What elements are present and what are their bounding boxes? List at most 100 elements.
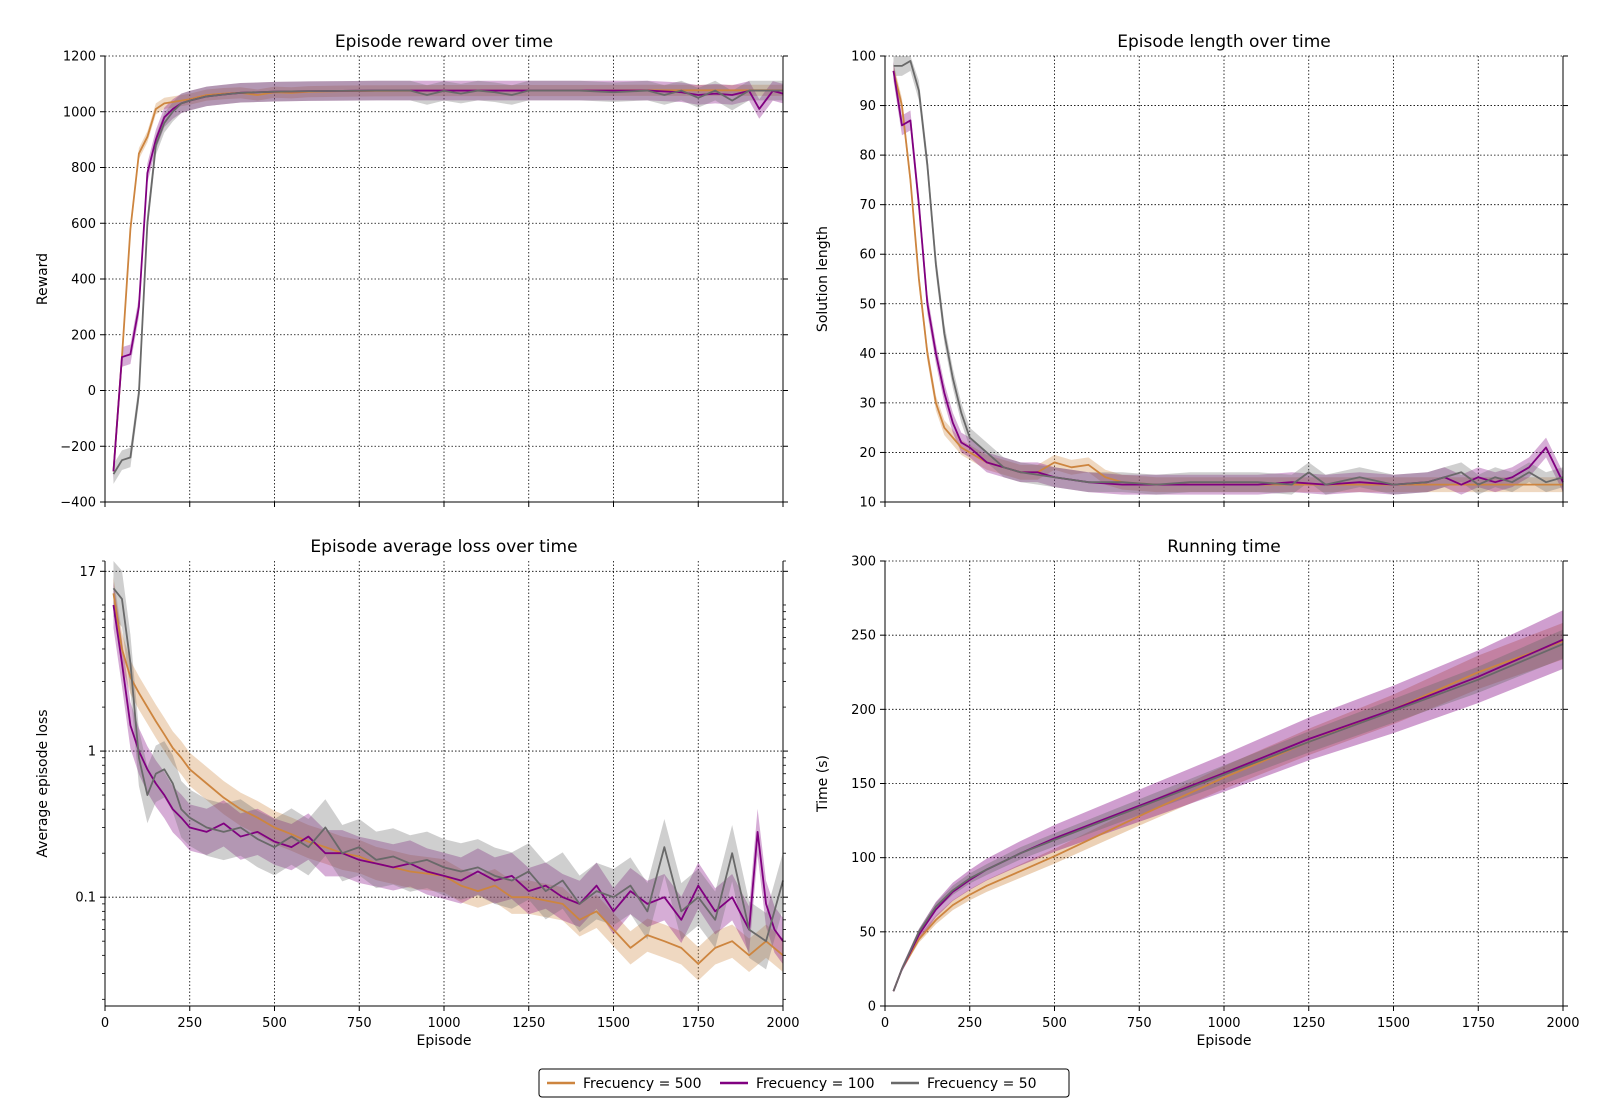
x-tick-label: 1500 [1377,1016,1410,1031]
series-line-freq500 [112,89,783,472]
confidence-band-freq500 [893,63,1563,493]
y-tick-label: 0 [868,1000,876,1015]
legend-item: Frecuency = 50 [891,1076,1037,1092]
x-tick-label: 1750 [682,1016,715,1031]
confidence-band-freq50 [893,56,1563,495]
y-tick-label: 60 [859,248,876,263]
series-line-freq100 [112,604,784,942]
y-tick-label: 200 [851,703,876,718]
y-axis-label: Time (s) [815,755,831,813]
chart-panel: −400 −200 0 200 400 600 800 1000 1200 Episode rew… [35,32,788,511]
grid [104,55,784,503]
axes: −400 −200 0 200 400 600 800 1000 1200 [60,50,788,511]
x-tick-label: 750 [1127,1016,1152,1031]
y-tick-label: 100 [851,50,876,65]
confidence-band-freq100 [893,60,1563,495]
y-tick-label: 50 [859,925,876,940]
chart-panel: 0 50 100 150 200 250 300 0 250 500 750 1000 1250 1500… [815,537,1580,1049]
x-tick-label: 1250 [512,1016,545,1031]
y-tick-label: 250 [851,629,876,644]
y-tick-label: 800 [71,161,96,176]
x-tick-label: 1500 [597,1016,630,1031]
plot-area [892,56,1564,495]
x-tick-label: 1250 [1292,1016,1325,1031]
x-tick-label: 1000 [1207,1016,1240,1031]
y-tick-label: 50 [859,297,876,312]
plot-area [892,610,1564,993]
chart-panel: 10 20 30 40 50 60 70 80 90 100 Episode length over… [815,32,1568,511]
legend-item: Frecuency = 500 [547,1076,702,1092]
y-tick-label: 400 [71,273,96,288]
series-line-freq100 [112,89,784,472]
legend-label: Frecuency = 100 [756,1076,875,1092]
y-tick-label: 40 [859,347,876,362]
series-line-freq50 [112,89,783,475]
x-tick-label: 250 [957,1016,982,1031]
x-tick-label: 2000 [1546,1016,1579,1031]
y-tick-label: 600 [71,217,96,232]
confidence-band-freq100 [113,80,784,482]
chart-panel: 0.1 1 17 0 250 500 750 1000 1250 1500 1750 2000 Epis… [35,537,800,1049]
axes: 10 20 30 40 50 60 70 80 90 100 [851,50,1568,511]
y-tick-label: 80 [859,149,876,164]
x-axis-label: Episode [1197,1033,1252,1049]
y-tick-label: −400 [60,496,96,511]
y-tick-label: 0.1 [75,891,96,906]
x-tick-label: 750 [347,1016,372,1031]
confidence-band-freq500 [113,576,784,981]
series-line-freq50 [893,60,1564,486]
chart-title: Episode reward over time [335,32,553,52]
chart-title: Episode average loss over time [310,537,577,557]
y-tick-label: 30 [859,396,876,411]
y-tick-label: 90 [859,99,876,114]
chart-title: Episode length over time [1117,32,1330,52]
y-tick-label: 300 [851,555,876,570]
y-tick-label: 1200 [63,50,96,65]
x-tick-label: 1750 [1462,1016,1495,1031]
series-line-freq500 [892,640,1564,992]
axes: 0.1 1 17 0 250 500 750 1000 1250 1500 1750 2000 [75,560,800,1031]
plot-area [112,80,784,484]
x-tick-label: 0 [881,1016,889,1031]
y-tick-label: 70 [859,198,876,213]
y-axis-label: Average episode loss [35,709,51,857]
legend-frame [538,1068,1070,1098]
y-tick-label: −200 [60,440,96,455]
series-line-freq500 [112,593,784,965]
y-tick-label: 0 [88,384,96,399]
x-tick-label: 1000 [427,1016,460,1031]
y-axis-label: Reward [35,253,51,305]
legend-label: Frecuency = 500 [583,1076,702,1092]
plot-area [112,561,784,981]
y-axis-label: Solution length [815,226,831,332]
confidence-band-freq100 [113,581,784,965]
chart-title: Running time [1167,537,1280,557]
x-axis-label: Episode [417,1033,472,1049]
confidence-band-freq50 [893,629,1563,992]
y-tick-label: 10 [859,496,876,511]
series-line-freq500 [892,70,1563,486]
legend-item: Frecuency = 100 [720,1076,875,1092]
grid [884,55,1564,503]
y-tick-label: 150 [851,777,876,792]
series-line-freq50 [892,643,1564,992]
confidence-band-freq500 [893,622,1563,992]
confidence-band-freq100 [893,610,1563,993]
legend-label: Frecuency = 50 [927,1076,1037,1092]
confidence-band-freq500 [113,84,784,477]
axes: 0 50 100 150 200 250 300 0 250 500 750 1000 1250 1500… [851,555,1579,1032]
y-tick-label: 200 [71,328,96,343]
y-tick-label: 100 [851,851,876,866]
y-tick-label: 1000 [63,105,96,120]
series-line-freq100 [892,70,1564,486]
series-line-freq50 [112,587,784,943]
confidence-band-freq50 [113,561,784,970]
y-tick-label: 1 [88,745,96,760]
x-tick-label: 500 [1042,1016,1067,1031]
y-tick-label: 20 [859,446,876,461]
x-tick-label: 0 [101,1016,109,1031]
x-tick-label: 2000 [766,1016,799,1031]
y-tick-label: 17 [79,565,96,580]
